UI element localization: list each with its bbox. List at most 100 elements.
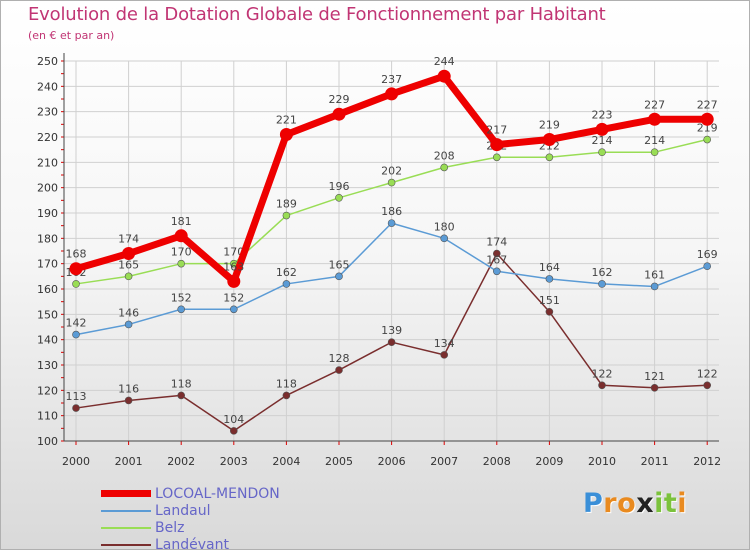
data-point [598, 381, 606, 390]
data-label: 118 [171, 377, 192, 390]
legend-label: LOCOAL-MENDON [155, 485, 280, 502]
legend-item: Belz [101, 519, 280, 536]
x-tick-label: 2001 [115, 455, 143, 468]
chart-subtitle: (en € et par an) [28, 29, 115, 42]
x-tick-label: 2005 [325, 455, 353, 468]
data-point [542, 133, 556, 147]
y-tick-label: 200 [37, 182, 58, 195]
proxiti-logo: Proxiti [583, 488, 687, 519]
data-label: 152 [223, 291, 244, 304]
legend-swatch [101, 543, 151, 546]
x-tick-label: 2007 [430, 455, 458, 468]
data-point [177, 391, 185, 400]
data-label: 121 [644, 370, 665, 383]
data-label: 208 [434, 149, 455, 162]
y-tick-label: 120 [37, 384, 58, 397]
data-point [440, 163, 449, 172]
data-point [72, 404, 80, 412]
data-point [440, 234, 449, 243]
data-point [545, 307, 554, 316]
data-point [492, 267, 501, 276]
x-tick-label: 2004 [272, 455, 300, 468]
data-label: 219 [697, 122, 718, 135]
data-point [174, 229, 188, 243]
data-point [282, 280, 291, 288]
data-point [440, 351, 449, 359]
data-point [598, 148, 606, 156]
data-label: 146 [118, 306, 139, 319]
data-label: 167 [486, 253, 507, 266]
data-label: 186 [381, 205, 402, 218]
y-tick-label: 230 [37, 106, 58, 119]
data-label: 122 [592, 367, 613, 380]
legend-item: Landévant [101, 536, 280, 550]
data-label: 128 [329, 352, 350, 365]
data-point [279, 127, 293, 141]
data-point [332, 107, 346, 121]
data-point [437, 69, 451, 83]
data-point [703, 135, 712, 144]
data-point [230, 427, 238, 435]
data-label: 174 [486, 236, 507, 249]
data-point [492, 153, 501, 162]
data-label: 221 [276, 113, 297, 126]
data-point [650, 148, 659, 156]
x-tick-label: 2006 [378, 455, 406, 468]
data-label: 165 [118, 258, 139, 271]
data-label: 202 [381, 165, 402, 178]
data-label: 237 [381, 73, 402, 86]
logo-letter: P [583, 488, 604, 519]
y-tick-label: 100 [37, 435, 58, 448]
data-label: 229 [329, 93, 350, 106]
data-point [230, 305, 238, 314]
data-label: 189 [276, 198, 297, 211]
data-point [703, 381, 712, 390]
data-label: 151 [539, 294, 560, 307]
legend-label: Landévant [155, 536, 229, 550]
data-label: 116 [118, 382, 139, 395]
y-tick-label: 150 [37, 308, 58, 321]
data-point [648, 112, 662, 126]
logo-letter: i [654, 488, 664, 519]
data-label: 163 [223, 260, 244, 273]
data-point [335, 272, 343, 281]
x-tick-label: 2008 [483, 455, 511, 468]
data-label: 122 [697, 367, 718, 380]
data-point [490, 138, 504, 152]
data-point [387, 178, 396, 187]
x-tick-label: 2002 [167, 455, 195, 468]
legend-label: Landaul [155, 502, 211, 519]
y-tick-label: 110 [37, 410, 58, 423]
x-tick-label: 2000 [62, 455, 90, 468]
data-point [650, 383, 659, 392]
y-tick-label: 180 [37, 232, 58, 245]
y-tick-label: 160 [37, 283, 58, 296]
chart-title: Evolution de la Dotation Globale de Fonc… [28, 4, 606, 25]
data-point [124, 272, 133, 281]
y-tick-label: 250 [37, 55, 58, 68]
y-tick-label: 240 [37, 80, 58, 93]
data-point [177, 259, 185, 268]
data-point [335, 194, 343, 202]
data-point [335, 366, 343, 374]
data-label: 165 [329, 258, 350, 271]
data-label: 161 [644, 268, 665, 281]
data-point [703, 262, 712, 271]
data-label: 174 [118, 233, 139, 246]
logo-letter: i [677, 488, 688, 519]
y-tick-label: 190 [37, 207, 58, 220]
data-label: 170 [171, 246, 192, 259]
logo-letter: x [636, 488, 655, 519]
data-point [122, 247, 136, 261]
data-label: 113 [66, 390, 87, 403]
data-label: 219 [539, 119, 560, 132]
data-label: 162 [276, 266, 297, 279]
x-tick-label: 2012 [693, 455, 721, 468]
data-label: 104 [223, 413, 244, 426]
y-tick-label: 140 [37, 334, 58, 347]
legend-swatch [101, 509, 151, 512]
data-label: 244 [434, 55, 455, 68]
legend-swatch [101, 490, 151, 497]
y-tick-label: 210 [37, 156, 58, 169]
